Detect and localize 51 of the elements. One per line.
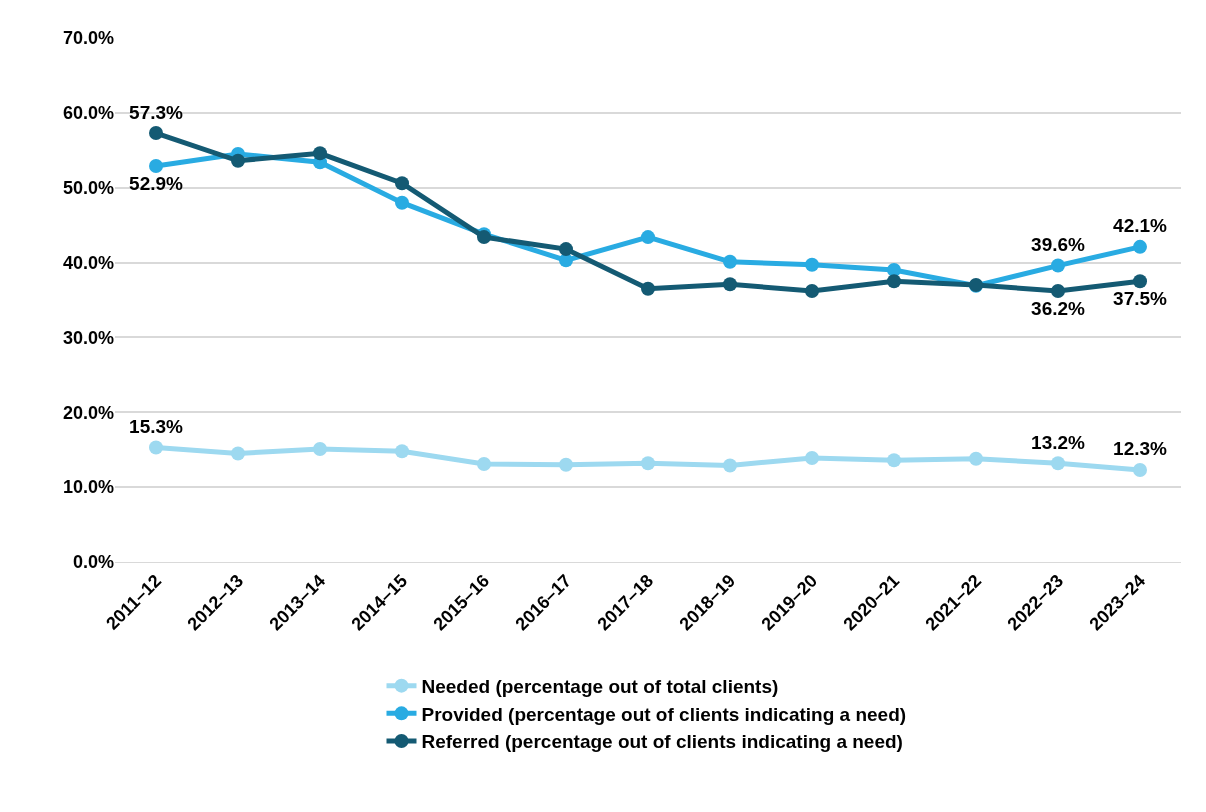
point	[559, 457, 573, 472]
point	[641, 281, 655, 296]
y-tick-label: 60.0%	[62, 103, 114, 124]
point	[559, 242, 573, 257]
data-label: 39.6%	[1031, 234, 1086, 256]
point	[1051, 456, 1065, 471]
point	[231, 446, 245, 461]
point	[395, 444, 409, 459]
point	[149, 126, 163, 141]
point	[723, 277, 737, 292]
point	[313, 441, 327, 456]
y-tick-label: 20.0%	[62, 402, 114, 423]
legend-label: Needed (percentage out of total clients)	[421, 676, 779, 698]
data-label: 36.2%	[1031, 298, 1086, 320]
point	[477, 456, 491, 471]
point	[887, 274, 901, 289]
data-label: 42.1%	[1113, 215, 1168, 237]
point	[1051, 258, 1065, 273]
data-label: 52.9%	[129, 173, 184, 195]
point	[149, 159, 163, 173]
data-label: 13.2%	[1031, 431, 1086, 453]
legend-label: Provided (percentage out of clients indicating a need)	[421, 703, 907, 725]
point	[641, 456, 655, 471]
point	[805, 450, 819, 465]
point	[969, 451, 983, 466]
point	[1133, 462, 1147, 477]
point	[1133, 239, 1147, 254]
y-tick-label: 40.0%	[62, 252, 114, 273]
data-label: 57.3%	[129, 101, 184, 123]
point	[805, 257, 819, 272]
point	[723, 254, 737, 269]
legend-label: Referred (percentage out of clients indicating a need)	[421, 731, 903, 753]
point	[1051, 284, 1065, 299]
data-label: 12.3%	[1113, 438, 1168, 460]
y-tick-label: 10.0%	[62, 477, 114, 498]
y-tick-label: 30.0%	[62, 327, 114, 348]
y-tick-label: 50.0%	[62, 178, 114, 199]
y-tick-label: 0.0%	[72, 552, 114, 573]
point	[395, 176, 409, 191]
point	[313, 146, 327, 161]
point	[887, 453, 901, 468]
point	[1133, 274, 1147, 289]
y-tick-label: 70.0%	[62, 28, 114, 49]
data-label: 15.3%	[129, 415, 184, 437]
point	[641, 230, 655, 245]
point	[395, 195, 409, 210]
point	[149, 440, 163, 455]
point	[231, 153, 245, 168]
data-label: 37.5%	[1113, 288, 1168, 310]
point	[805, 284, 819, 299]
point	[723, 458, 737, 473]
